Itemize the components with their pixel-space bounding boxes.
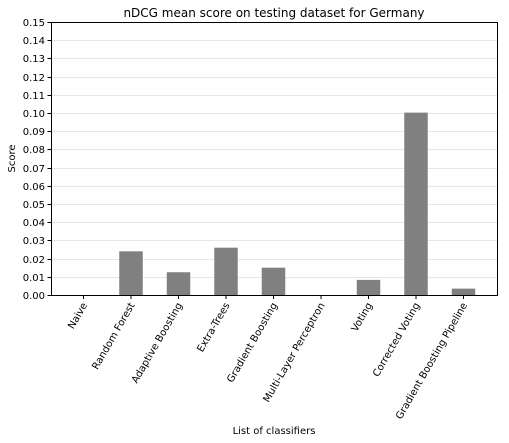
x-tick-label: Random Forest — [90, 301, 137, 372]
y-tick-label: 0.12 — [23, 73, 45, 84]
bar — [261, 267, 286, 295]
y-tick-label: 0.05 — [23, 200, 45, 211]
x-tick-label: Adaptive Boosting — [130, 301, 185, 385]
y-tick-label: 0.03 — [23, 236, 45, 247]
y-tick-label: 0.01 — [23, 273, 45, 284]
y-tick-label: 0.09 — [23, 127, 45, 138]
y-axis-label: Score — [7, 144, 18, 172]
plot-frame — [51, 22, 498, 296]
y-tick-label: 0.06 — [23, 182, 45, 193]
x-tick-label: Gradient Boosting — [225, 301, 280, 385]
y-tick-label: 0.11 — [23, 91, 45, 102]
x-tick-label: Naive — [66, 301, 90, 331]
y-tick-label: 0.02 — [23, 255, 45, 266]
y-tick-label: 0.15 — [23, 18, 45, 29]
y-tick-label: 0.08 — [23, 145, 45, 156]
y-axis-ticks: 0.00 0.01 0.02 0.03 0.04 0.05 0.06 0.07 0.08 0.09… — [23, 18, 52, 302]
bar — [356, 279, 381, 295]
bar — [119, 251, 143, 295]
grid — [51, 40, 497, 278]
y-tick-label: 0.00 — [23, 291, 45, 302]
y-tick-label: 0.04 — [23, 218, 45, 229]
y-tick-label: 0.14 — [23, 36, 45, 47]
x-tick-label: Corrected Voting — [371, 301, 422, 379]
chart-title: nDCG mean score on testing dataset for G… — [123, 6, 424, 20]
bar — [404, 112, 428, 295]
x-axis-label: List of classifiers — [233, 426, 316, 437]
bar — [166, 272, 191, 295]
x-tick-label: Voting — [350, 301, 375, 334]
y-tick-label: 0.10 — [23, 109, 45, 120]
bars — [119, 112, 476, 295]
y-tick-label: 0.07 — [23, 164, 45, 175]
bar — [214, 247, 238, 295]
y-tick-label: 0.13 — [23, 54, 45, 65]
bar — [451, 288, 476, 295]
x-tick-label: Extra-Trees — [196, 301, 233, 354]
